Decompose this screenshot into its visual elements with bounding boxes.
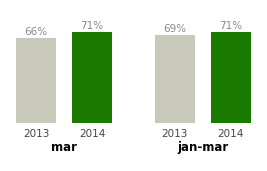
Text: 66%: 66% xyxy=(25,28,48,37)
Text: 71%: 71% xyxy=(219,21,242,31)
X-axis label: mar: mar xyxy=(51,141,77,154)
Bar xyxy=(211,32,251,123)
Bar xyxy=(155,35,195,123)
Text: 69%: 69% xyxy=(163,24,186,34)
Bar xyxy=(72,32,112,123)
Text: 71%: 71% xyxy=(81,21,104,31)
X-axis label: jan-mar: jan-mar xyxy=(177,141,229,154)
Bar xyxy=(16,38,56,123)
